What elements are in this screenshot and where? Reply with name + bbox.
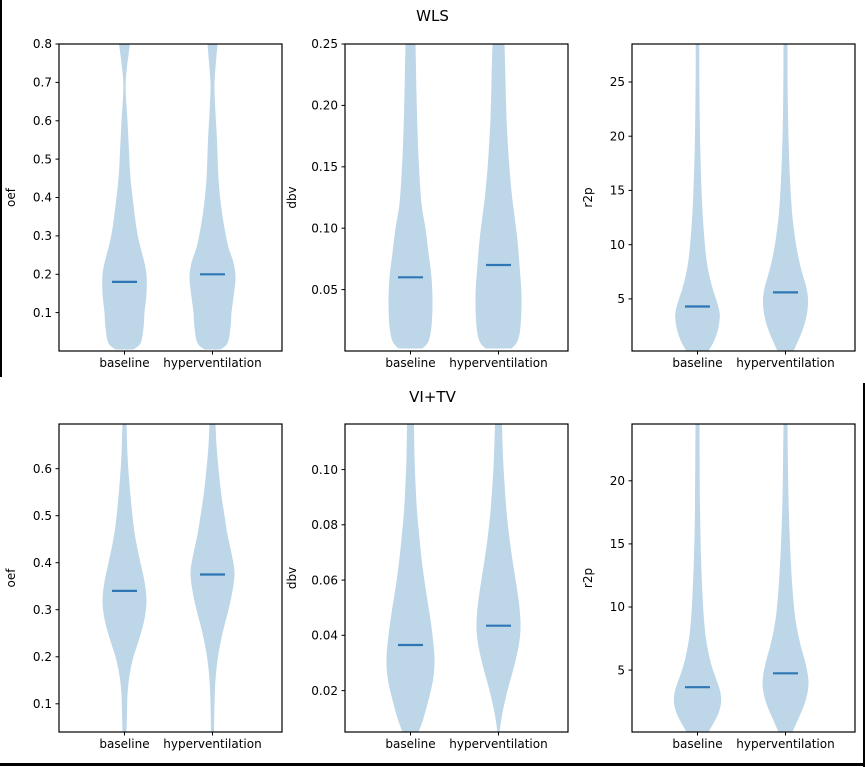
y-tick-label: 0.08 [311, 518, 338, 532]
y-tick-label: 0.20 [311, 99, 338, 113]
y-tick-label: 0.1 [33, 306, 52, 320]
x-tick-label-baseline: baseline [385, 356, 435, 370]
y-tick-label: 0.2 [33, 650, 52, 664]
axes-vitv-r2p [631, 423, 856, 733]
y-tick-label: 5 [617, 292, 625, 306]
violin-baseline-vitv-r2p [673, 424, 722, 732]
y-tick-label: 0.6 [33, 114, 52, 128]
y-tick-label: 0.4 [33, 191, 52, 205]
y-tick-label: 0.3 [33, 229, 52, 243]
violin-hyperventilation-wls-r2p [762, 44, 809, 351]
y-tick-label: 25 [610, 75, 625, 89]
y-tick-label: 0.3 [33, 603, 52, 617]
x-tick-label-hyperventilation: hyperventilation [736, 356, 834, 370]
window-border-bottom [0, 763, 865, 766]
figure-title-wls: WLS [416, 7, 449, 25]
y-tick-label: 20 [610, 129, 625, 143]
axes-wls-dbv [344, 43, 569, 352]
x-tick-label-hyperventilation: hyperventilation [449, 356, 547, 370]
y-tick-label: 10 [610, 600, 625, 614]
x-tick-label-hyperventilation: hyperventilation [449, 737, 547, 751]
axes-wls-r2p [631, 43, 856, 352]
violin-baseline-vitv-oef [102, 424, 147, 732]
x-tick-label-hyperventilation: hyperventilation [736, 737, 834, 751]
x-tick-label-baseline: baseline [672, 737, 722, 751]
x-tick-label-baseline: baseline [385, 737, 435, 751]
y-tick-label: 0.10 [311, 463, 338, 477]
y-tick-label: 15 [610, 184, 625, 198]
x-tick-label-hyperventilation: hyperventilation [163, 356, 261, 370]
window-border-left [0, 0, 2, 377]
y-tick-label: 0.02 [311, 684, 338, 698]
y-tick-label: 10 [610, 238, 625, 252]
y-tick-label: 0.6 [33, 462, 52, 476]
y-tick-label: 0.06 [311, 573, 338, 587]
y-tick-label: 5 [617, 663, 625, 677]
x-tick-label-baseline: baseline [672, 356, 722, 370]
violin-baseline-wls-oef [102, 44, 147, 350]
y-tick-label: 0.1 [33, 697, 52, 711]
y-tick-label: 0.10 [311, 221, 338, 235]
figure-title-vitv: VI+TV [409, 388, 456, 406]
violin-baseline-vitv-dbv [386, 424, 435, 732]
y-tick-label: 0.2 [33, 267, 52, 281]
violin-baseline-wls-dbv [388, 44, 433, 349]
y-tick-label: 0.15 [311, 160, 338, 174]
y-tick-label: 0.05 [311, 283, 338, 297]
violin-hyperventilation-wls-dbv [475, 44, 522, 349]
x-tick-label-baseline: baseline [99, 356, 149, 370]
y-tick-label: 0.4 [33, 556, 52, 570]
axes-vitv-dbv [344, 423, 569, 733]
violin-hyperventilation-vitv-dbv [476, 424, 521, 732]
y-tick-label: 0.04 [311, 629, 338, 643]
x-tick-label-hyperventilation: hyperventilation [163, 737, 261, 751]
y-axis-label-dbv: dbv [285, 567, 299, 589]
y-axis-label-oef: oef [4, 187, 18, 207]
axes-vitv-oef [58, 423, 283, 733]
violin-baseline-wls-r2p [675, 44, 720, 351]
violin-hyperventilation-vitv-r2p [762, 424, 809, 732]
y-tick-label: 15 [610, 537, 625, 551]
axes-wls-oef [58, 43, 283, 352]
y-axis-label-r2p: r2p [581, 187, 595, 207]
violin-hyperventilation-wls-oef [189, 44, 236, 350]
y-tick-label: 0.25 [311, 37, 338, 51]
violin-hyperventilation-vitv-oef [190, 424, 235, 732]
y-tick-label: 0.8 [33, 37, 52, 51]
window-border-right [863, 383, 865, 767]
y-tick-label: 20 [610, 474, 625, 488]
y-tick-label: 0.7 [33, 76, 52, 90]
y-tick-label: 0.5 [33, 152, 52, 166]
y-axis-label-r2p: r2p [581, 568, 595, 588]
x-tick-label-baseline: baseline [99, 737, 149, 751]
y-axis-label-oef: oef [4, 568, 18, 588]
y-tick-label: 0.5 [33, 509, 52, 523]
y-axis-label-dbv: dbv [285, 186, 299, 208]
